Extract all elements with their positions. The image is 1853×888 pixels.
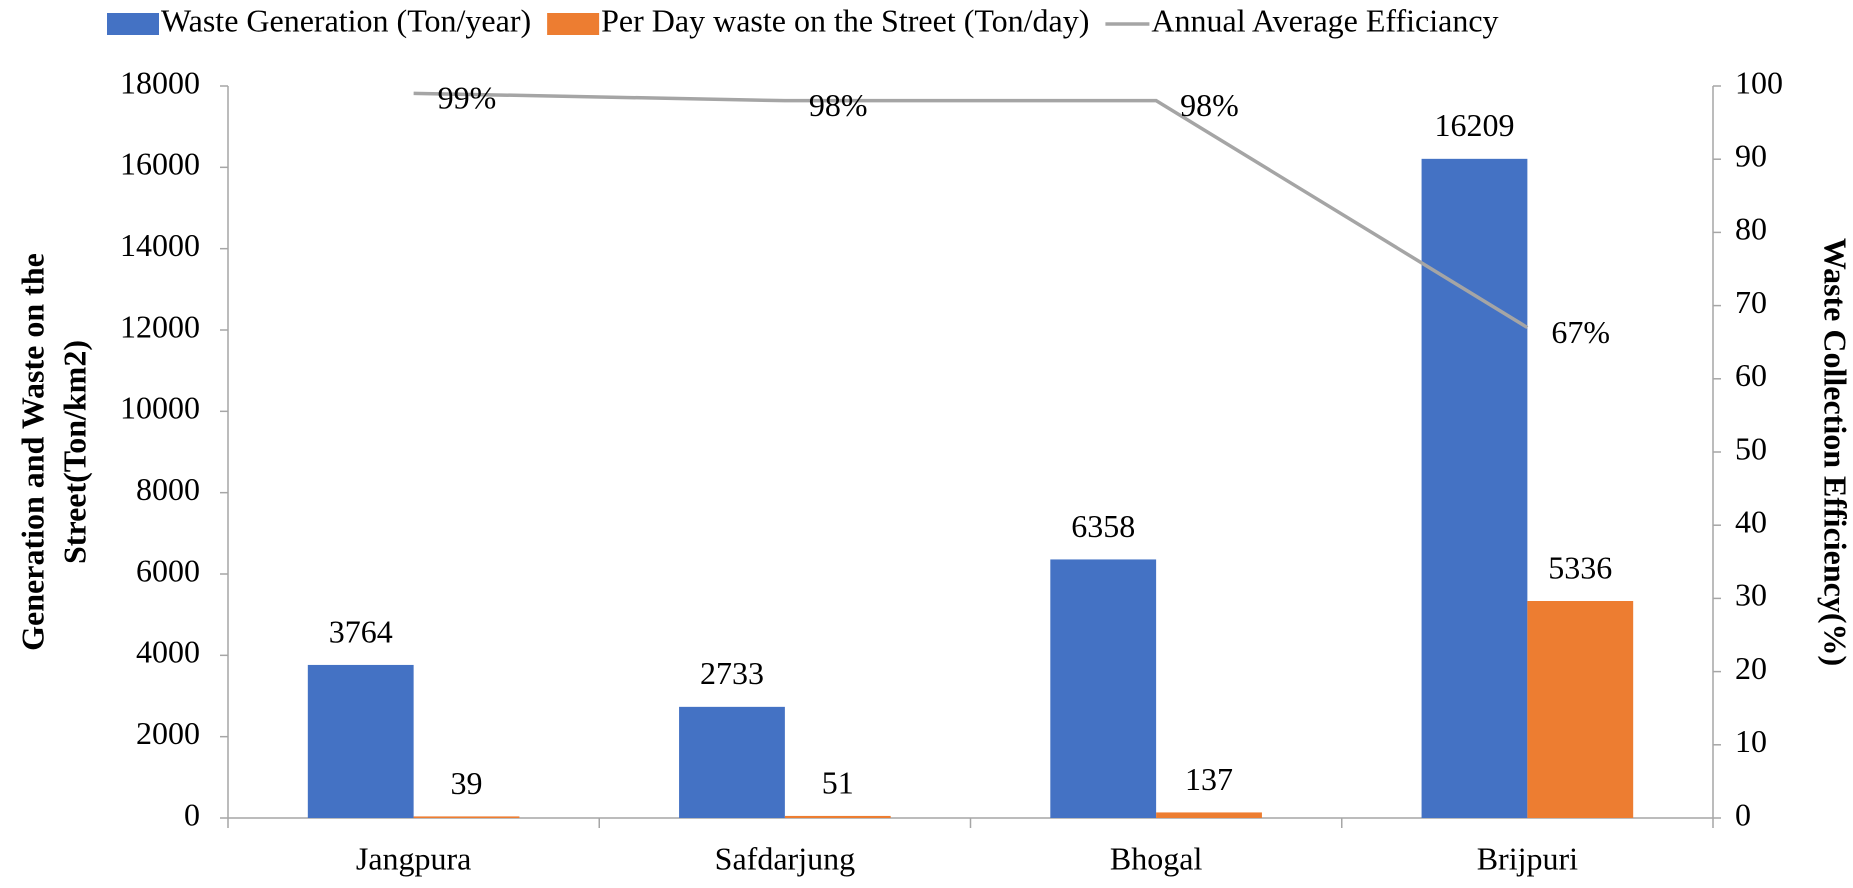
bar — [679, 706, 785, 818]
y2-tick-label: 90 — [1735, 138, 1767, 174]
bar-value-label: 137 — [1185, 761, 1233, 797]
x-tick-label: Bhogal — [1110, 840, 1203, 876]
y-axis-title: Generation and Waste on the — [14, 253, 50, 651]
x-tick-label: Jangpura — [356, 840, 472, 876]
bar-value-label: 16209 — [1434, 107, 1514, 143]
line-value-label: 99% — [438, 80, 497, 116]
y-tick-label: 16000 — [120, 146, 200, 182]
bar-value-label: 6358 — [1071, 508, 1135, 544]
legend: Waste Generation (Ton/year) Per Day waste… — [107, 2, 1499, 38]
x-tick-label: Brijpuri — [1477, 840, 1578, 876]
bar — [413, 816, 520, 818]
legend-swatch — [107, 13, 159, 35]
bar-value-label: 3764 — [329, 613, 393, 649]
y-tick-label: 12000 — [120, 308, 200, 344]
bar-value-label: 5336 — [1548, 549, 1612, 585]
y2-tick-label: 50 — [1735, 430, 1767, 466]
x-tick-label: Safdarjung — [715, 840, 855, 876]
y-tick-label: 4000 — [136, 634, 200, 670]
y-tick-label: 10000 — [120, 390, 200, 426]
y-tick-label: 8000 — [136, 471, 200, 507]
bar — [1156, 812, 1262, 818]
line-value-label: 67% — [1551, 314, 1610, 350]
line-value-label: 98% — [1180, 87, 1239, 123]
y2-axis-title: Waste Collection Efficiency(%) — [1818, 238, 1853, 666]
y2-tick-label: 10 — [1735, 723, 1767, 759]
bar — [307, 664, 414, 818]
bar-value-label: 2733 — [700, 655, 764, 691]
line-value-label: 98% — [809, 87, 868, 123]
y2-tick-label: 20 — [1735, 650, 1767, 686]
y-tick-label: 14000 — [120, 227, 200, 263]
legend-label: Annual Average Efficiancy — [1151, 2, 1498, 38]
bar — [784, 815, 891, 818]
y2-tick-label: 40 — [1735, 504, 1767, 540]
y2-tick-label: 30 — [1735, 577, 1767, 613]
y2-tick-label: 100 — [1735, 64, 1783, 100]
bar — [1050, 559, 1157, 818]
y-tick-label: 18000 — [120, 64, 200, 100]
legend-swatch — [547, 13, 600, 35]
y2-tick-label: 0 — [1735, 796, 1751, 832]
y-tick-label: 0 — [184, 796, 200, 832]
y2-tick-label: 60 — [1735, 357, 1767, 393]
bar — [1421, 158, 1528, 819]
y-tick-label: 6000 — [136, 552, 200, 588]
bar — [1527, 601, 1634, 818]
legend-label: Waste Generation (Ton/year) — [161, 2, 531, 38]
y-axis-title: Street(Ton/km2) — [56, 340, 92, 564]
legend-label: Per Day waste on the Street (Ton/day) — [601, 2, 1089, 38]
bar-value-label: 51 — [822, 764, 854, 800]
line — [413, 91, 1529, 330]
y2-tick-label: 70 — [1735, 284, 1767, 320]
y2-tick-label: 80 — [1735, 211, 1767, 247]
y-tick-label: 2000 — [136, 715, 200, 751]
bar-value-label: 39 — [451, 765, 483, 801]
